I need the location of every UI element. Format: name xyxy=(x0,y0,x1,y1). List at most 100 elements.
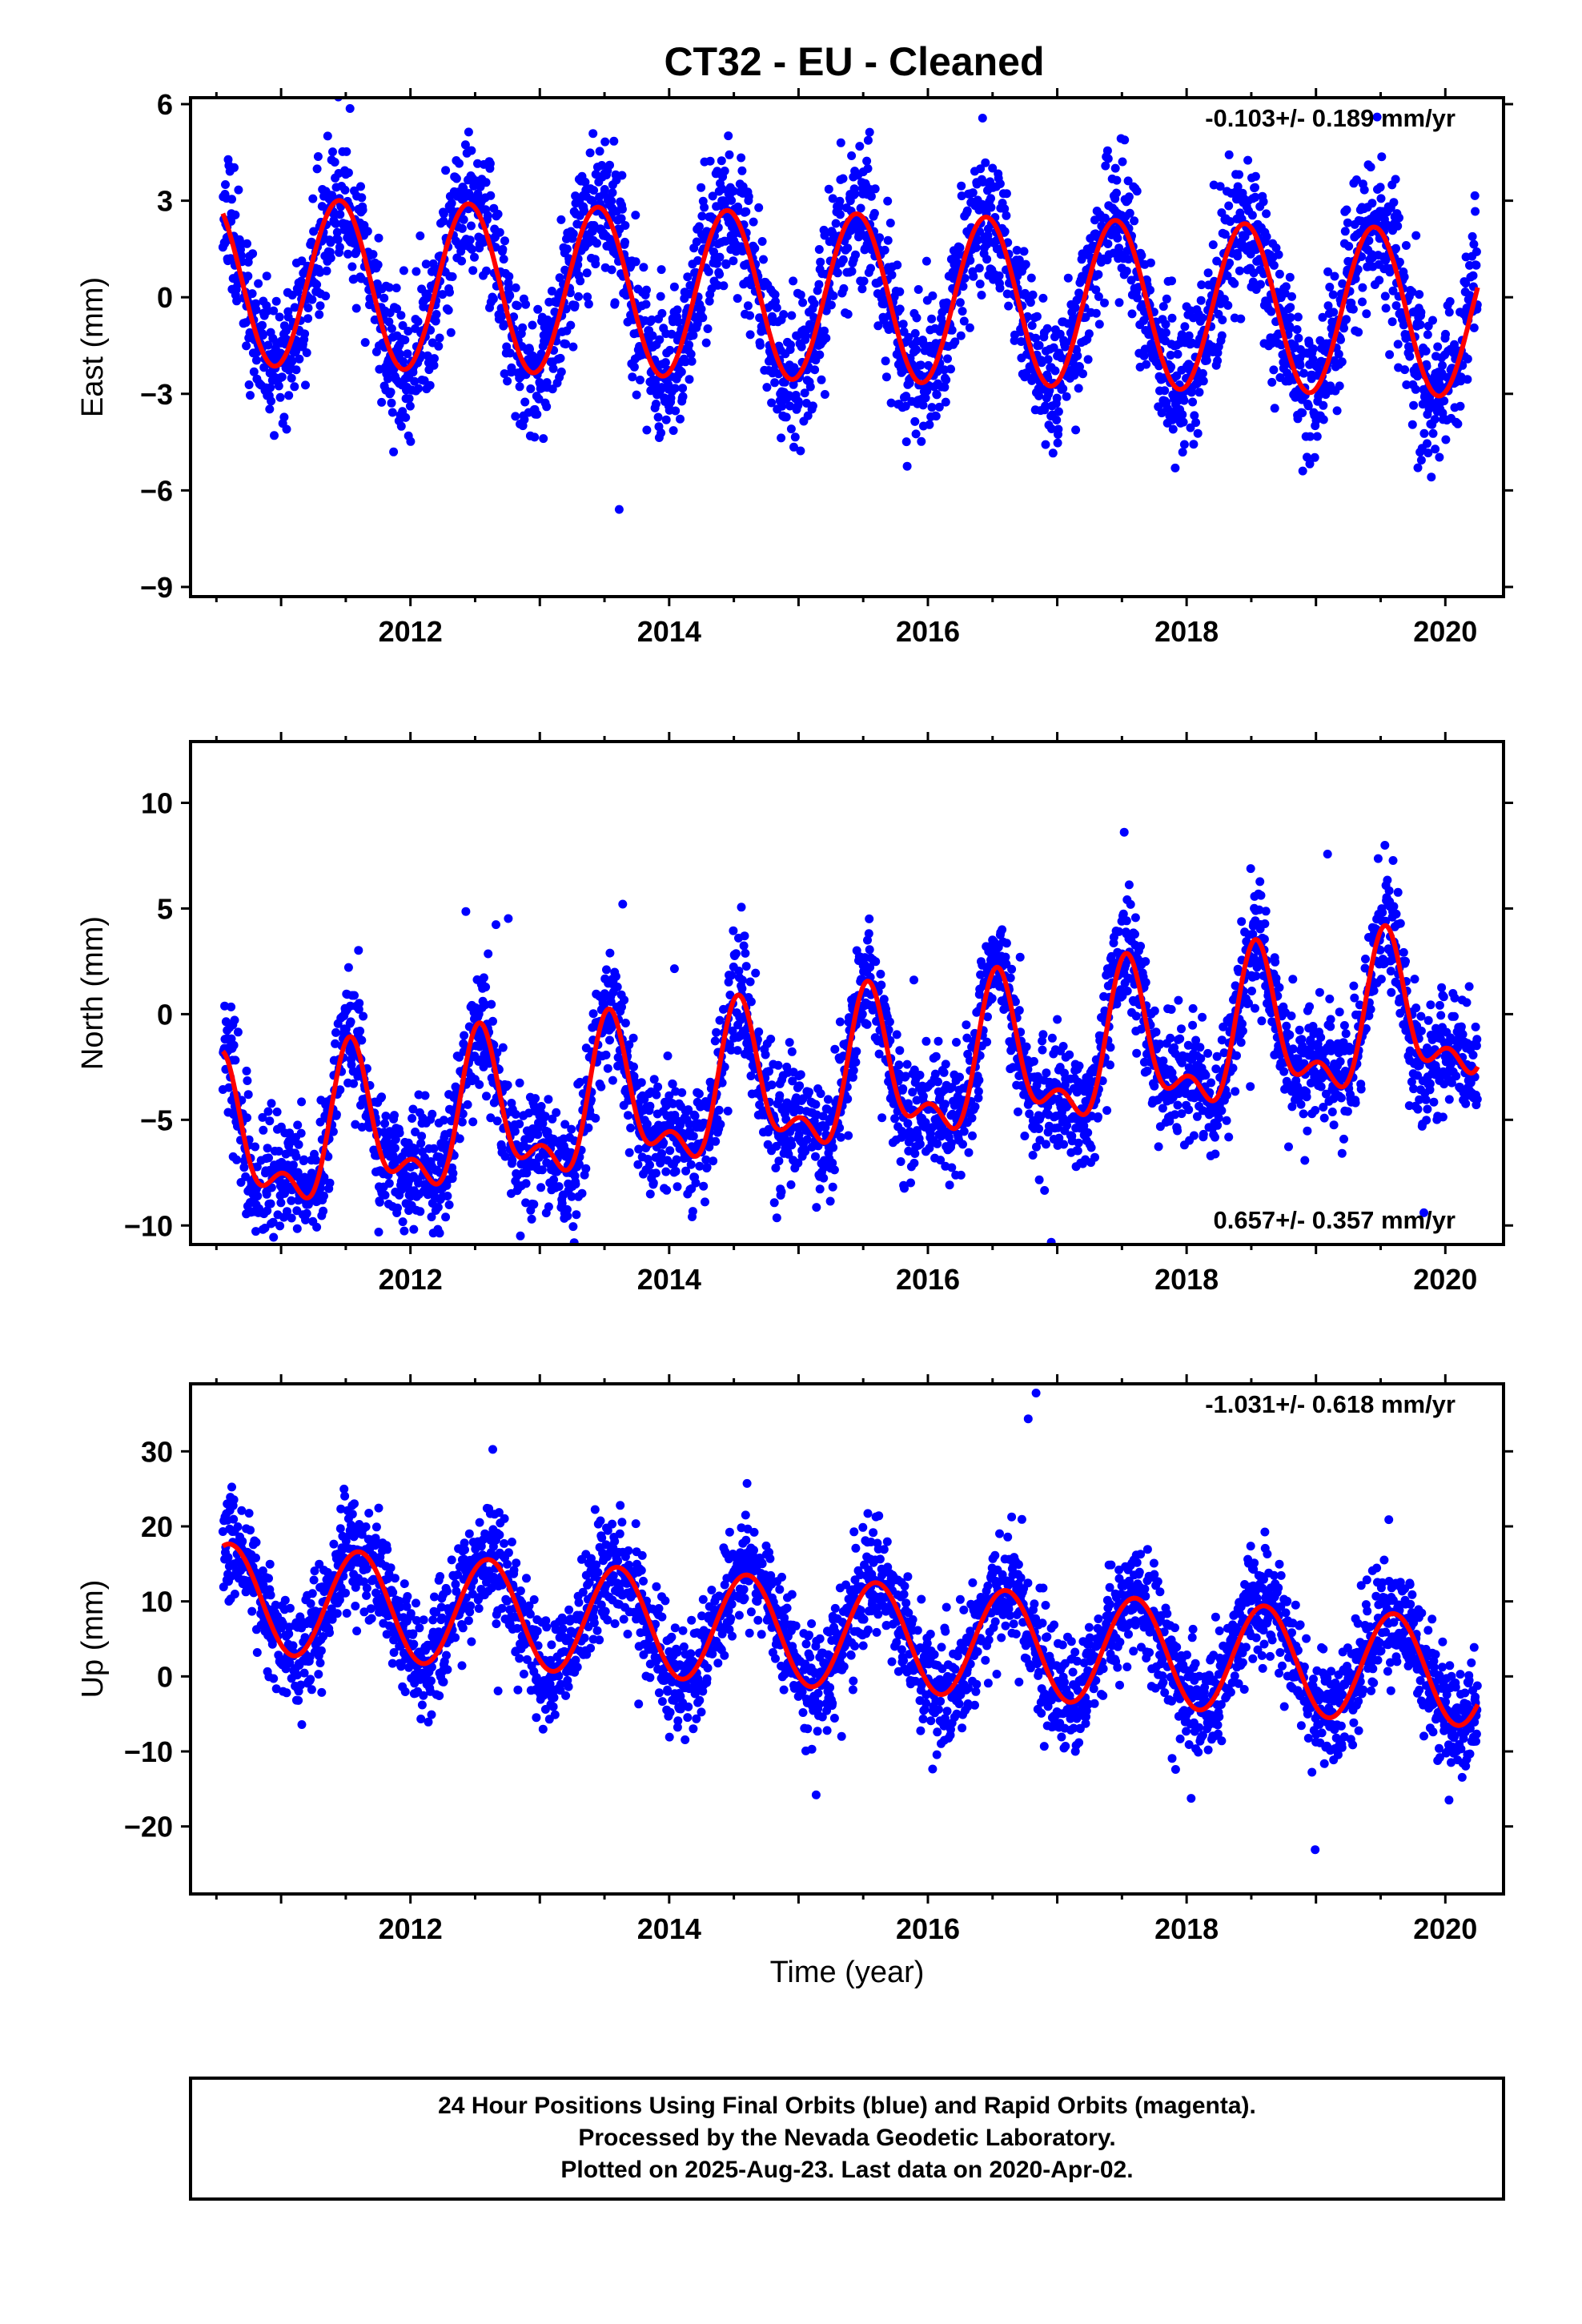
data-point xyxy=(1178,417,1188,427)
data-point xyxy=(335,210,345,219)
data-point xyxy=(608,188,617,198)
data-point xyxy=(741,948,750,958)
data-point xyxy=(251,305,261,315)
data-point xyxy=(1224,201,1234,211)
data-point xyxy=(1130,216,1139,226)
data-point xyxy=(287,373,296,383)
data-point xyxy=(227,195,236,204)
data-point xyxy=(781,412,791,422)
data-point xyxy=(1233,251,1243,261)
data-point xyxy=(1427,472,1436,482)
data-point xyxy=(1179,440,1189,449)
data-point xyxy=(384,1179,394,1188)
data-point xyxy=(895,304,905,314)
data-point xyxy=(689,1132,698,1141)
data-point xyxy=(815,350,825,360)
data-point xyxy=(786,424,796,434)
data-point xyxy=(243,1113,251,1123)
data-point xyxy=(1060,342,1070,352)
data-point xyxy=(1233,182,1243,191)
data-point xyxy=(1217,331,1227,340)
data-point xyxy=(447,199,456,208)
data-point xyxy=(1439,396,1449,406)
data-point xyxy=(486,191,496,200)
data-point xyxy=(533,304,543,314)
data-point xyxy=(297,256,307,266)
data-point xyxy=(515,382,524,392)
data-point xyxy=(974,1076,984,1085)
data-point xyxy=(315,310,324,320)
data-point xyxy=(628,372,637,382)
data-point xyxy=(662,1185,672,1195)
data-point xyxy=(731,949,741,959)
data-point xyxy=(409,1224,419,1234)
data-point xyxy=(911,429,921,439)
data-point xyxy=(1063,273,1073,283)
data-point xyxy=(678,392,688,401)
data-point xyxy=(672,1155,681,1164)
data-point xyxy=(1340,227,1350,236)
data-point xyxy=(773,1060,783,1070)
data-point xyxy=(669,282,679,292)
data-point xyxy=(398,321,408,330)
data-point xyxy=(1047,424,1056,433)
data-point xyxy=(468,266,478,275)
data-point xyxy=(859,276,869,286)
data-point xyxy=(1323,301,1333,311)
data-point xyxy=(1472,247,1481,256)
data-point xyxy=(857,1009,867,1019)
data-point xyxy=(1172,371,1182,380)
data-point xyxy=(1084,329,1094,339)
y-tick-label: −6 xyxy=(140,474,173,507)
data-point xyxy=(555,273,564,283)
data-point xyxy=(1285,322,1295,332)
data-point xyxy=(1358,297,1367,307)
data-point xyxy=(276,1198,286,1208)
data-point xyxy=(1225,259,1235,267)
data-point xyxy=(377,1092,387,1102)
data-point xyxy=(975,279,985,289)
data-point xyxy=(895,1046,905,1055)
data-point xyxy=(263,1107,273,1116)
data-point xyxy=(968,1131,977,1140)
data-point xyxy=(528,320,537,330)
data-point xyxy=(957,191,966,201)
data-point xyxy=(962,1020,971,1030)
data-point xyxy=(380,1190,390,1200)
data-point xyxy=(805,324,815,333)
data-point xyxy=(809,299,819,308)
data-point xyxy=(1002,189,1011,199)
data-point xyxy=(850,189,860,199)
data-point xyxy=(790,432,800,442)
data-point xyxy=(399,356,408,366)
data-point xyxy=(588,1009,598,1019)
data-point xyxy=(588,196,597,205)
data-point xyxy=(396,311,406,320)
data-point xyxy=(290,303,299,312)
data-point xyxy=(786,340,795,350)
data-point xyxy=(843,1094,853,1104)
data-point xyxy=(653,412,663,422)
data-point xyxy=(1400,365,1410,375)
data-point xyxy=(805,382,815,392)
x-tick-label: 2020 xyxy=(1413,615,1477,648)
data-point xyxy=(266,1199,275,1208)
data-point xyxy=(910,328,920,338)
data-point xyxy=(373,260,383,270)
data-point xyxy=(1286,303,1295,312)
data-point xyxy=(686,349,696,359)
data-point xyxy=(693,255,703,265)
data-point xyxy=(942,375,951,384)
data-point xyxy=(812,1203,821,1212)
data-point xyxy=(1188,397,1198,407)
data-point xyxy=(1251,183,1259,192)
data-point xyxy=(482,266,491,275)
data-point xyxy=(986,203,996,212)
data-point xyxy=(287,356,297,366)
data-point xyxy=(978,177,988,187)
data-point xyxy=(1393,340,1403,349)
data-point xyxy=(488,1016,497,1026)
data-point xyxy=(262,271,271,281)
data-point xyxy=(673,1182,682,1192)
data-point xyxy=(230,1015,239,1025)
